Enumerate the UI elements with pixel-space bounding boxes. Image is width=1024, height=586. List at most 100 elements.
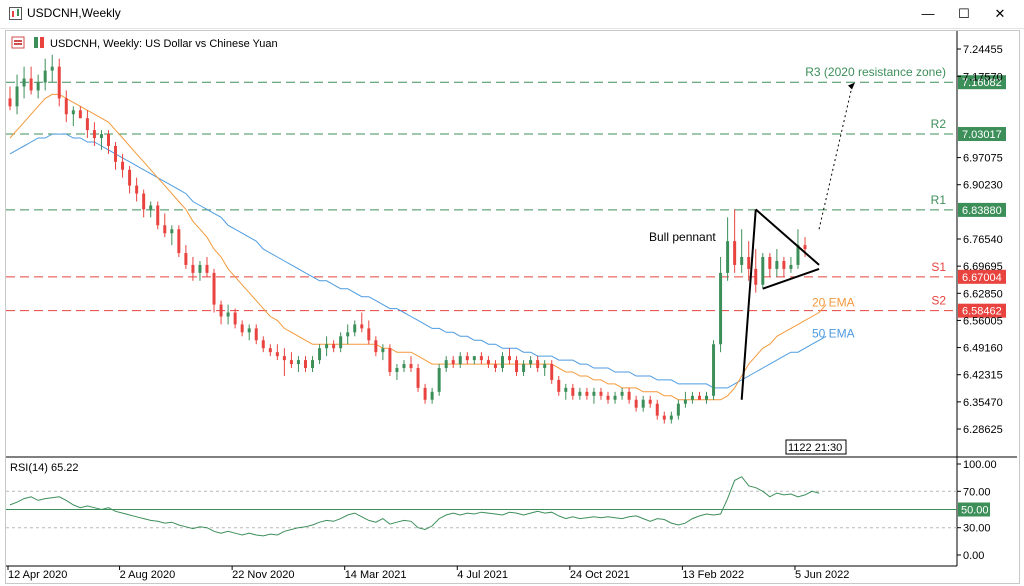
level-price-tag xyxy=(958,127,1006,142)
candle-body xyxy=(177,229,181,254)
price-tick-label: 6.76540 xyxy=(963,234,1003,246)
candle-body xyxy=(662,415,666,420)
candle-body xyxy=(114,145,118,162)
candle-body xyxy=(289,360,293,365)
price-pane xyxy=(6,31,957,457)
candle-body xyxy=(135,185,139,194)
candle-body xyxy=(451,360,455,365)
candle-body xyxy=(768,257,772,269)
candle-body xyxy=(733,241,737,265)
candle-body xyxy=(367,328,371,341)
candle-body xyxy=(57,66,61,99)
candle-body xyxy=(43,70,47,83)
candle-body xyxy=(191,264,195,273)
close-button[interactable]: ✕ xyxy=(994,6,1006,21)
level-label: S1 xyxy=(931,260,946,274)
candle-body xyxy=(712,344,716,396)
ema20-label: 20 EMA xyxy=(812,296,855,310)
price-tick-label: 7.17570 xyxy=(963,71,1003,83)
candle-body xyxy=(247,328,251,333)
target-arrowhead xyxy=(848,82,855,90)
pennant-label: Bull pennant xyxy=(649,230,716,244)
candle-body xyxy=(184,253,188,265)
candle-body xyxy=(606,395,610,400)
candle-body xyxy=(430,391,434,400)
rsi-tick-label: 30.00 xyxy=(963,523,991,535)
candle-body xyxy=(78,110,82,119)
price-tick-label: 6.62850 xyxy=(963,288,1003,300)
pennant-lower-line xyxy=(762,267,820,290)
level-price-tag xyxy=(958,202,1006,217)
candle-body xyxy=(543,364,547,369)
candle-body xyxy=(99,134,103,139)
level-price-text: 6.58462 xyxy=(962,306,1002,318)
level-label: R2 xyxy=(931,117,947,131)
candle-body xyxy=(472,356,476,361)
candle-body xyxy=(564,387,568,392)
candle-body xyxy=(782,260,786,269)
candle-body xyxy=(613,395,617,400)
price-tick-label: 6.97075 xyxy=(963,153,1003,165)
candle-body xyxy=(705,395,709,400)
candle-body xyxy=(128,169,132,186)
candle-body xyxy=(592,391,596,396)
ema50-label: 50 EMA xyxy=(812,326,855,340)
candle-body xyxy=(585,391,589,396)
candle-type-icon xyxy=(34,37,38,48)
candle-body xyxy=(754,268,758,285)
symbol-icon-bar xyxy=(14,43,22,45)
price-tick-label: 7.24455 xyxy=(963,44,1003,56)
level-price-tag xyxy=(958,269,1006,284)
symbol-icon xyxy=(11,36,25,49)
candle-body xyxy=(641,399,645,408)
candle-body xyxy=(500,356,504,369)
ema50-line xyxy=(9,133,827,389)
price-tick-label: 6.28625 xyxy=(963,424,1003,436)
candle-body xyxy=(536,360,540,369)
candle-type-icon xyxy=(40,37,44,48)
candle-body xyxy=(346,332,350,337)
candle-body xyxy=(747,257,751,269)
candle-body xyxy=(508,356,512,361)
price-tick-label: 6.49160 xyxy=(963,343,1003,355)
rsi-tick-label: 100.00 xyxy=(963,459,997,471)
time-tick-label: 5 Jun 2022 xyxy=(795,569,849,581)
price-tick-label: 6.56005 xyxy=(963,315,1003,327)
window-title: USDCNH,Weekly xyxy=(27,6,121,20)
candle-body xyxy=(254,328,258,341)
candle-body xyxy=(360,324,364,329)
price-tick-label: 6.35470 xyxy=(963,397,1003,409)
symbol-icon-bar xyxy=(14,40,22,42)
candle-body xyxy=(409,364,413,369)
candle-body xyxy=(437,368,441,392)
candle-body xyxy=(8,98,12,107)
candle-body xyxy=(212,272,216,305)
candle-body xyxy=(465,356,469,361)
candle-body xyxy=(444,360,448,369)
window-titlebar: USDCNH,Weekly — ☐ ✕ xyxy=(0,0,1024,29)
time-tick-label: 22 Nov 2020 xyxy=(232,569,294,581)
maximize-button[interactable]: ☐ xyxy=(958,6,970,21)
candle-body xyxy=(803,245,807,250)
level-price-text: 6.83880 xyxy=(962,205,1002,217)
candle-body xyxy=(599,391,603,396)
candle-body xyxy=(620,391,624,396)
candle-body xyxy=(416,368,420,388)
candle-body xyxy=(479,356,483,361)
price-tick-label: 6.69695 xyxy=(963,261,1003,273)
price-tick-label: 6.42315 xyxy=(963,370,1003,382)
time-tick-label: 24 Oct 2021 xyxy=(570,569,630,581)
time-tick-label: 13 Feb 2022 xyxy=(682,569,744,581)
candle-body xyxy=(71,110,75,115)
level-price-text: 7.16082 xyxy=(962,77,1002,89)
candle-body xyxy=(761,257,765,285)
candle-body xyxy=(458,356,462,365)
minimize-button[interactable]: — xyxy=(921,6,935,21)
candle-body xyxy=(64,98,68,115)
candle-body xyxy=(121,161,125,170)
candle-body xyxy=(683,399,687,404)
candle-body xyxy=(697,395,701,400)
level-label: R1 xyxy=(931,193,947,207)
pennant-pole xyxy=(740,209,757,400)
